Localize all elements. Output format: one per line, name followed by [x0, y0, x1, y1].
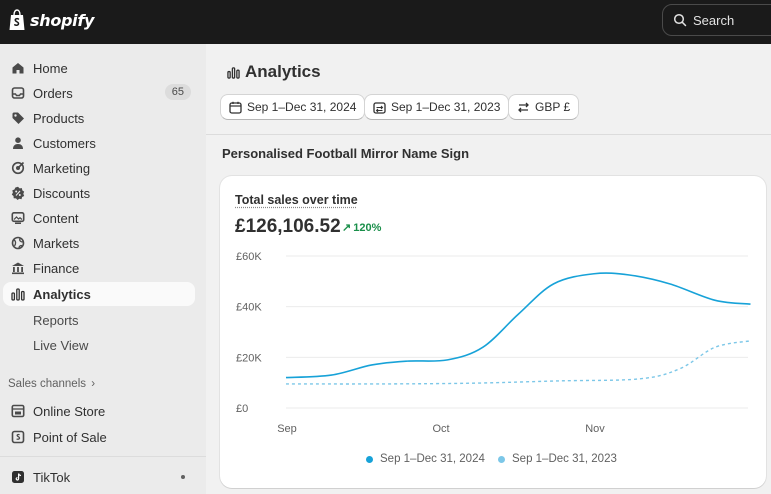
- tag-icon: [11, 111, 25, 125]
- legend-swatch-previous: [498, 455, 505, 463]
- legend-item-current[interactable]: Sep 1–Dec 31, 2024: [366, 453, 485, 465]
- sidebar-item-label: Orders: [33, 85, 73, 101]
- sidebar-item-label: Customers: [33, 135, 96, 151]
- legend-item-previous[interactable]: Sep 1–Dec 31, 2023: [498, 453, 617, 465]
- y-tick-label: £20K: [236, 352, 262, 364]
- shopify-bag-icon: [9, 9, 25, 30]
- sales-line-chart: £60K £40K £20K £0 Sep Oct Nov: [236, 251, 751, 435]
- sidebar-item-label: Home: [33, 60, 68, 76]
- x-tick-label: Oct: [432, 423, 449, 435]
- sidebar-item-label: Content: [33, 210, 79, 226]
- y-tick-label: £0: [236, 403, 248, 415]
- sidebar: Home Orders 65 Products Customers Market…: [0, 44, 206, 494]
- sidebar-item-label: Marketing: [33, 160, 91, 176]
- sidebar-item-products[interactable]: Products: [3, 106, 195, 130]
- sidebar-item-label: Discounts: [33, 185, 91, 201]
- discount-icon: [11, 186, 25, 200]
- sidebar-item-discounts[interactable]: Discounts: [3, 181, 195, 205]
- date-range-button[interactable]: Sep 1–Dec 31, 2024: [220, 94, 366, 120]
- sales-channels-heading[interactable]: Sales channels ›: [8, 378, 95, 390]
- sidebar-item-label: TikTok: [33, 469, 71, 485]
- currency-label: GBP £: [535, 100, 571, 114]
- header-divider: [206, 134, 771, 135]
- sidebar-item-content[interactable]: Content: [3, 206, 195, 230]
- arrow-up-right-icon: ↗: [342, 222, 352, 234]
- sidebar-item-marketing[interactable]: Marketing: [3, 156, 195, 180]
- orders-count-badge: 65: [164, 84, 191, 100]
- search-label: Search: [693, 12, 735, 28]
- sidebar-subitem-label: Reports: [33, 312, 79, 328]
- product-title: Personalised Football Mirror Name Sign: [222, 146, 470, 161]
- card-title[interactable]: Total sales over time: [235, 193, 358, 207]
- sidebar-item-label: Analytics: [33, 286, 91, 302]
- brand-name: shopify: [30, 10, 95, 30]
- search-icon: [673, 13, 687, 27]
- sidebar-item-orders[interactable]: Orders 65: [3, 81, 195, 105]
- inbox-icon: [11, 86, 25, 100]
- top-bar: shopify Search: [0, 0, 771, 44]
- sidebar-channel-point-of-sale[interactable]: Point of Sale: [3, 425, 195, 449]
- bank-icon: [11, 261, 25, 275]
- pos-icon: [11, 430, 25, 444]
- date-range-label: Sep 1–Dec 31, 2024: [247, 100, 357, 114]
- bar-chart-icon: [227, 66, 240, 79]
- page-title-text: Analytics: [245, 62, 321, 81]
- sales-card: Total sales over time £126,106.52 ↗ 120%…: [220, 176, 766, 488]
- legend-label-current: Sep 1–Dec 31, 2024: [380, 453, 485, 465]
- sidebar-item-analytics[interactable]: Analytics: [3, 282, 195, 306]
- search-button[interactable]: Search: [662, 4, 771, 36]
- sidebar-item-label: Online Store: [33, 403, 106, 419]
- compare-range-label: Sep 1–Dec 31, 2023: [391, 100, 501, 114]
- total-sales-value: £126,106.52: [235, 216, 341, 237]
- currency-button[interactable]: GBP £: [508, 94, 580, 120]
- page-title: Analytics: [227, 62, 321, 82]
- globe-icon: [11, 236, 25, 250]
- person-icon: [11, 136, 25, 150]
- sidebar-item-customers[interactable]: Customers: [3, 131, 195, 155]
- legend-label-previous: Sep 1–Dec 31, 2023: [512, 453, 617, 465]
- sidebar-item-finance[interactable]: Finance: [3, 256, 195, 280]
- shopify-logo[interactable]: shopify: [8, 9, 94, 31]
- sidebar-item-markets[interactable]: Markets: [3, 231, 195, 255]
- calendar-compare-icon: [373, 101, 386, 114]
- sales-channels-label: Sales channels: [8, 378, 86, 390]
- sidebar-item-home[interactable]: Home: [3, 56, 195, 80]
- calendar-icon: [229, 101, 242, 114]
- bar-chart-icon: [11, 287, 25, 301]
- y-tick-label: £40K: [236, 302, 262, 314]
- delta-value: 120%: [353, 221, 382, 234]
- tiktok-icon: [11, 470, 25, 484]
- main-content: Analytics Sep 1–Dec 31, 2024 Sep 1–Dec 3…: [206, 44, 771, 494]
- sidebar-item-label: Products: [33, 110, 85, 126]
- x-tick-label: Sep: [277, 423, 297, 435]
- delta-badge: ↗ 120%: [342, 221, 382, 235]
- series-line-current[interactable]: [285, 272, 751, 379]
- sidebar-item-label: Point of Sale: [33, 429, 107, 445]
- status-dot: [181, 475, 185, 479]
- x-tick-label: Nov: [585, 423, 605, 435]
- series-line-previous[interactable]: [285, 340, 751, 385]
- sidebar-subitem-live-view[interactable]: Live View: [3, 333, 195, 357]
- legend-swatch-current: [366, 455, 373, 463]
- sidebar-subitem-reports[interactable]: Reports: [3, 308, 195, 332]
- sidebar-item-label: Finance: [33, 260, 80, 276]
- home-icon: [11, 61, 25, 75]
- image-icon: [11, 211, 25, 225]
- chevron-right-icon: ›: [91, 378, 96, 390]
- sidebar-app-tiktok[interactable]: TikTok: [3, 465, 195, 489]
- y-tick-label: £60K: [236, 251, 262, 263]
- sidebar-subitem-label: Live View: [33, 337, 89, 353]
- target-icon: [11, 161, 25, 175]
- sidebar-divider: [0, 456, 206, 457]
- store-icon: [11, 404, 25, 418]
- sidebar-channel-online-store[interactable]: Online Store: [3, 399, 195, 423]
- sidebar-item-label: Markets: [33, 235, 80, 251]
- compare-range-button[interactable]: Sep 1–Dec 31, 2023: [364, 94, 510, 120]
- exchange-icon: [518, 102, 529, 112]
